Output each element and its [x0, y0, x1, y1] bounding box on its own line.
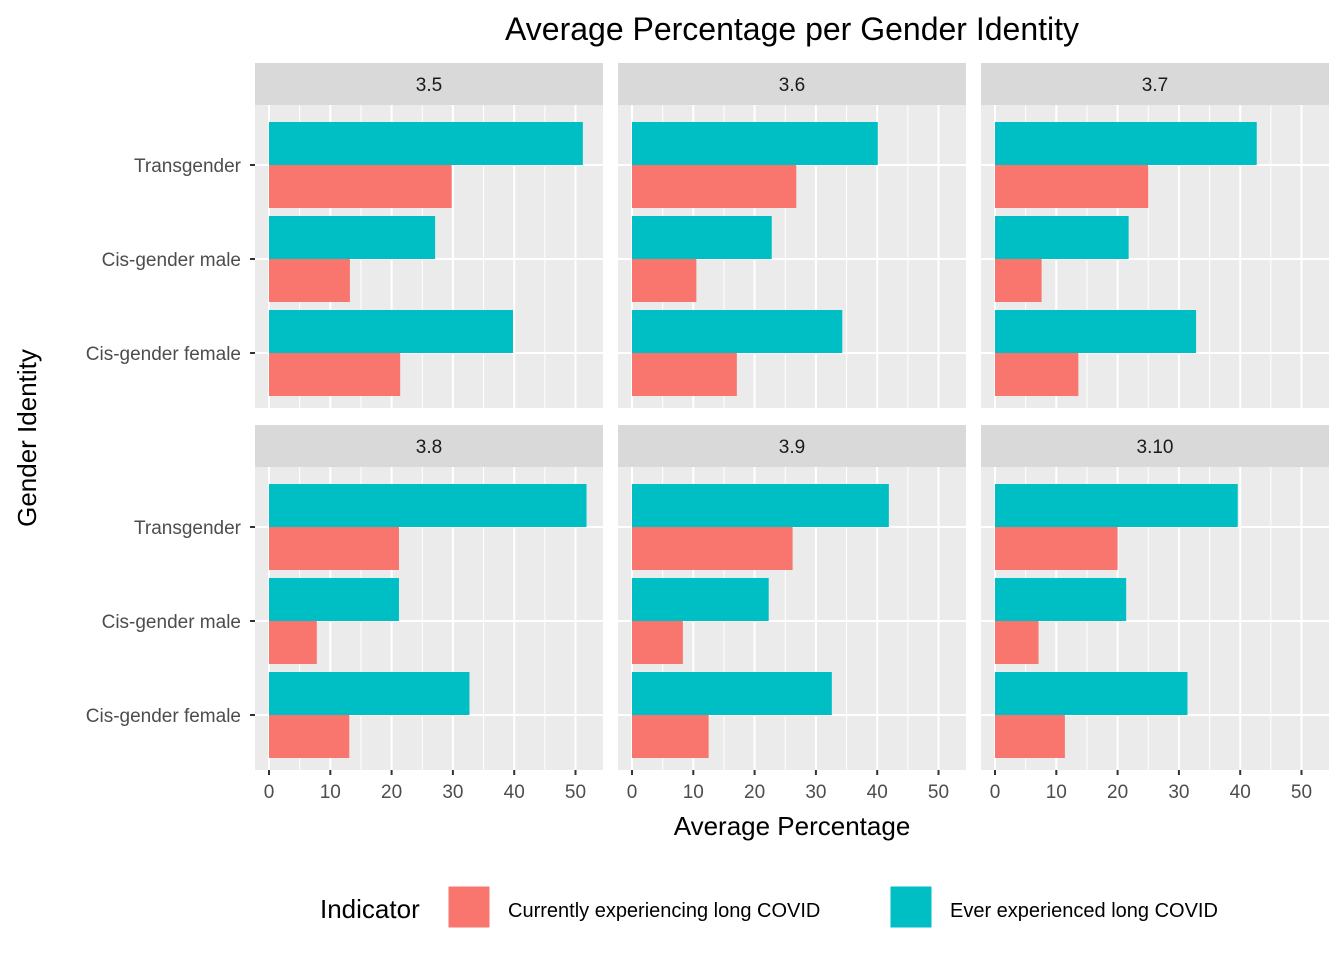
facet-strip [255, 63, 603, 105]
x-axis-title: Average Percentage [674, 811, 911, 841]
x-tick-label: 20 [1107, 782, 1128, 803]
bar-currently-experiencing [632, 259, 697, 302]
bar-ever-experienced [995, 484, 1238, 527]
x-tick-label: 40 [867, 782, 888, 803]
y-tick-label: Cis-gender female [86, 344, 241, 365]
facet-panel: 3.9 0 10 20 30 40 50 [618, 425, 966, 803]
x-tick-label: 0 [264, 782, 275, 803]
bar-currently-experiencing [632, 527, 793, 570]
bar-ever-experienced [632, 122, 878, 165]
y-tick-label: Transgender [134, 518, 242, 539]
bar-ever-experienced [632, 672, 832, 715]
y-axis-title: Gender Identity [12, 349, 42, 527]
facet-strip-label: 3.6 [779, 75, 805, 96]
x-tick-label: 10 [320, 782, 341, 803]
legend: Indicator Currently experiencing long CO… [320, 885, 1218, 929]
x-tick-label: 20 [381, 782, 402, 803]
legend-swatch [889, 885, 933, 929]
facet-panel: 3.7 [981, 63, 1329, 408]
facet-strip-label: 3.7 [1142, 75, 1168, 96]
facet-strip [981, 425, 1329, 467]
facet-strip-label: 3.9 [779, 437, 805, 458]
bar-ever-experienced [632, 484, 889, 527]
bar-ever-experienced [995, 122, 1257, 165]
chart-title: Average Percentage per Gender Identity [505, 11, 1079, 47]
facet-panels: 3.5 Transgender Cis-gender male Cis-gender … [86, 63, 1329, 803]
facet-panel: 3.6 [618, 63, 966, 408]
bar-ever-experienced [269, 310, 513, 353]
bar-ever-experienced [995, 672, 1188, 715]
facet-strip-label: 3.8 [416, 437, 442, 458]
x-tick-label: 50 [1291, 782, 1312, 803]
bar-ever-experienced [995, 578, 1127, 621]
facet-panel: 3.10 0 10 20 30 40 50 [981, 425, 1329, 803]
bar-ever-experienced [269, 122, 583, 165]
bar-currently-experiencing [995, 527, 1118, 570]
x-tick-label: 50 [928, 782, 949, 803]
facet-strip [618, 425, 966, 467]
bar-currently-experiencing [995, 621, 1039, 664]
bar-currently-experiencing [632, 353, 737, 396]
facet-panel: 3.8 Transgender Cis-gender male Cis-gender … [86, 425, 603, 803]
facet-strip [618, 63, 966, 105]
bar-currently-experiencing [269, 715, 350, 758]
x-tick-label: 40 [504, 782, 525, 803]
bar-ever-experienced [269, 672, 470, 715]
legend-label: Currently experiencing long COVID [508, 900, 820, 922]
bar-ever-experienced [995, 310, 1197, 353]
bar-currently-experiencing [995, 165, 1149, 208]
bar-ever-experienced [269, 484, 587, 527]
x-tick-label: 0 [990, 782, 1001, 803]
bar-ever-experienced [632, 578, 769, 621]
x-tick-label: 20 [744, 782, 765, 803]
facet-panel: 3.5 Transgender Cis-gender male Cis-gender … [86, 63, 603, 408]
legend-swatch [447, 885, 491, 929]
x-tick-label: 50 [565, 782, 586, 803]
y-tick-label: Cis-gender male [102, 250, 241, 271]
legend-label: Ever experienced long COVID [950, 900, 1218, 922]
y-tick-label: Transgender [134, 156, 242, 177]
bar-currently-experiencing [269, 353, 401, 396]
facet-strip [255, 425, 603, 467]
y-tick-label: Cis-gender female [86, 706, 241, 727]
x-tick-label: 40 [1230, 782, 1251, 803]
bar-currently-experiencing [995, 715, 1065, 758]
facet-strip-label: 3.10 [1137, 437, 1174, 458]
bar-currently-experiencing [269, 527, 399, 570]
x-tick-label: 30 [805, 782, 826, 803]
bar-currently-experiencing [995, 353, 1079, 396]
y-tick-label: Cis-gender male [102, 612, 241, 633]
bar-ever-experienced [632, 310, 843, 353]
legend-title: Indicator [320, 894, 420, 924]
bar-currently-experiencing [995, 259, 1042, 302]
bar-currently-experiencing [269, 259, 350, 302]
x-tick-label: 10 [1046, 782, 1067, 803]
x-tick-label: 30 [442, 782, 463, 803]
bar-ever-experienced [632, 216, 772, 259]
bar-currently-experiencing [269, 621, 317, 664]
facet-strip-label: 3.5 [416, 75, 442, 96]
facet-strip [981, 63, 1329, 105]
bar-ever-experienced [995, 216, 1129, 259]
x-tick-label: 10 [683, 782, 704, 803]
bar-currently-experiencing [632, 165, 797, 208]
bar-ever-experienced [269, 578, 399, 621]
bar-ever-experienced [269, 216, 436, 259]
bar-currently-experiencing [269, 165, 452, 208]
bar-currently-experiencing [632, 715, 709, 758]
x-tick-label: 30 [1168, 782, 1189, 803]
x-tick-label: 0 [627, 782, 638, 803]
bar-currently-experiencing [632, 621, 683, 664]
